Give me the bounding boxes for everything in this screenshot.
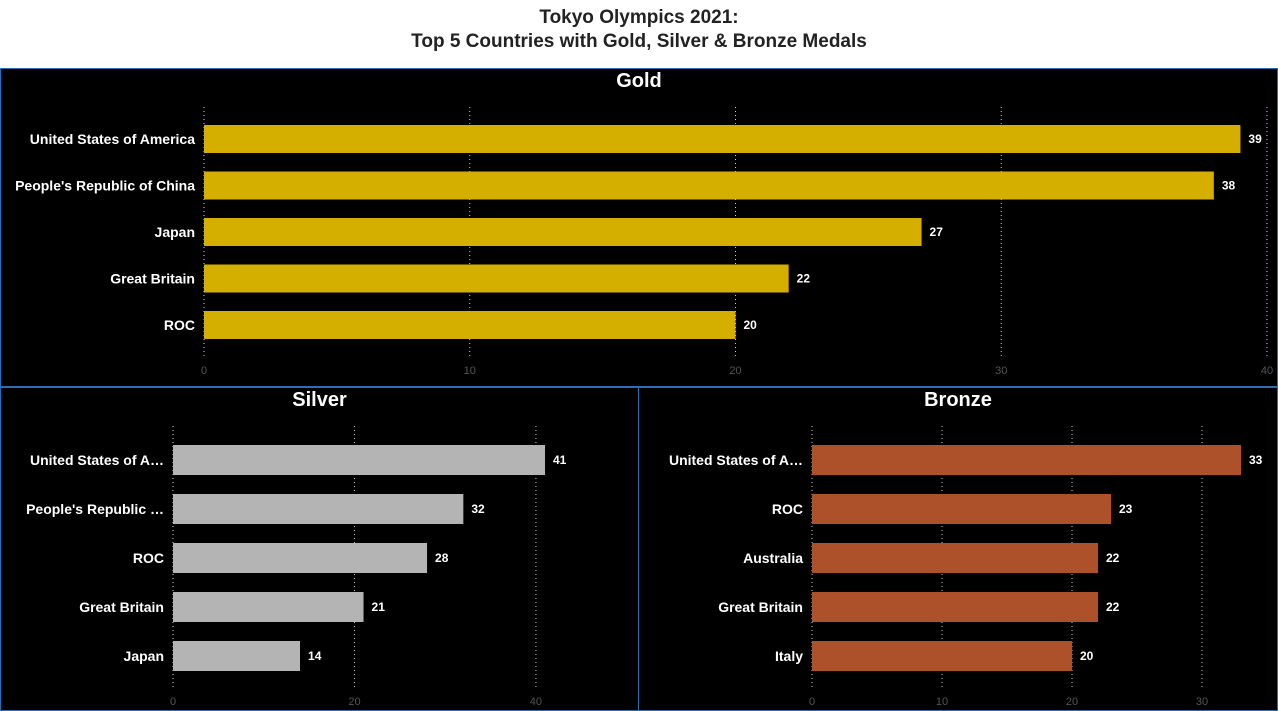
category-label: ROC xyxy=(772,501,803,517)
gold-chart-title: Gold xyxy=(616,70,662,92)
data-label: 22 xyxy=(1106,551,1120,565)
category-label: United States of A… xyxy=(669,452,803,468)
x-tick-label: 0 xyxy=(201,365,207,377)
bar xyxy=(812,445,1241,475)
data-label: 20 xyxy=(744,318,758,332)
chart-title-line-1: Tokyo Olympics 2021: xyxy=(539,7,739,28)
bronze-chart: 0 10 20 30 United States of A… 33 ROC 23 Austral… xyxy=(669,426,1263,708)
data-label: 33 xyxy=(1249,453,1263,467)
bar xyxy=(173,494,464,524)
category-label: United States of America xyxy=(30,131,195,147)
chart-title-line-2: Top 5 Countries with Gold, Silver & Bron… xyxy=(411,31,867,52)
silver-chart: 0 20 40 United States of A… 41 People's Repub… xyxy=(26,426,567,708)
data-label: 32 xyxy=(471,502,485,516)
bar xyxy=(173,445,545,475)
silver-chart-title: Silver xyxy=(292,389,347,411)
bar xyxy=(204,311,736,339)
data-label: 14 xyxy=(308,649,322,663)
data-label: 23 xyxy=(1119,502,1133,516)
x-tick-label: 20 xyxy=(348,696,360,708)
category-label: People's Republic … xyxy=(26,501,164,517)
category-label: People's Republic of China xyxy=(15,178,195,194)
category-label: Great Britain xyxy=(718,599,803,615)
chart-title: Tokyo Olympics 2021: Top 5 Countries wit… xyxy=(0,0,1278,68)
data-label: 38 xyxy=(1222,179,1236,193)
bar xyxy=(173,641,301,671)
x-tick-label: 10 xyxy=(936,696,948,708)
data-label: 22 xyxy=(1106,600,1120,614)
bronze-chart-panel: Bronze 0 10 20 30 United States of A… 33 ROC 23… xyxy=(638,387,1278,711)
category-label: Italy xyxy=(775,648,803,664)
category-label: Great Britain xyxy=(79,599,164,615)
bar xyxy=(204,171,1214,200)
bar xyxy=(173,592,364,622)
data-label: 22 xyxy=(797,272,811,286)
category-label: ROC xyxy=(164,317,195,333)
bar xyxy=(173,543,428,573)
x-tick-label: 10 xyxy=(464,365,476,377)
bronze-chart-title: Bronze xyxy=(924,389,992,411)
x-tick-label: 30 xyxy=(1196,696,1208,708)
bar xyxy=(812,543,1098,573)
x-tick-label: 30 xyxy=(995,365,1007,377)
category-label: Japan xyxy=(124,648,164,664)
data-label: 41 xyxy=(553,453,567,467)
silver-chart-panel: Silver 0 20 40 United States of A… 41 People'… xyxy=(0,387,639,711)
bar xyxy=(812,641,1072,671)
data-label: 39 xyxy=(1248,132,1262,146)
category-label: United States of A… xyxy=(30,452,164,468)
data-label: 28 xyxy=(435,551,449,565)
bar xyxy=(812,494,1111,524)
x-tick-label: 0 xyxy=(809,696,815,708)
category-label: Australia xyxy=(743,550,803,566)
bar xyxy=(204,264,789,293)
x-tick-label: 20 xyxy=(729,365,741,377)
bar xyxy=(812,592,1098,622)
x-tick-label: 40 xyxy=(530,696,542,708)
data-label: 27 xyxy=(930,225,944,239)
bar xyxy=(204,218,922,246)
data-label: 21 xyxy=(372,600,386,614)
data-label: 20 xyxy=(1080,649,1094,663)
x-tick-label: 40 xyxy=(1261,365,1273,377)
bar xyxy=(204,125,1241,153)
x-tick-label: 20 xyxy=(1066,696,1078,708)
gold-chart-panel: Gold 0 10 20 30 40 United States of America 39… xyxy=(0,68,1278,387)
category-label: Great Britain xyxy=(110,271,195,287)
x-tick-label: 0 xyxy=(170,696,176,708)
category-label: Japan xyxy=(155,224,195,240)
gold-chart: 0 10 20 30 40 United States of America 39 Peopl… xyxy=(15,107,1273,377)
category-label: ROC xyxy=(133,550,164,566)
